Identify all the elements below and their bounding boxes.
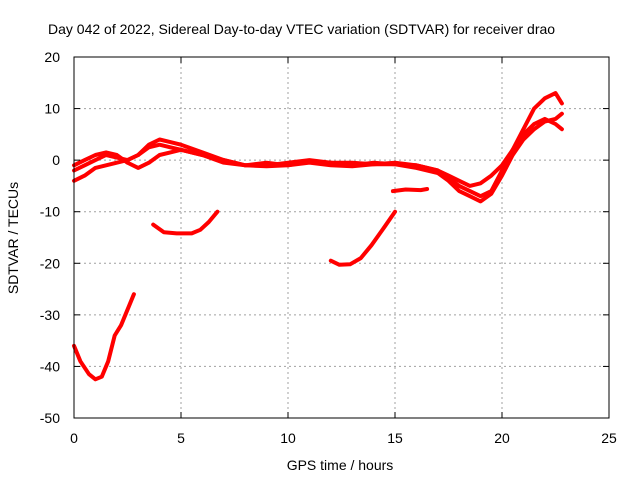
y-tick-label: 20 [44, 49, 60, 65]
y-axis-label: SDTVAR / TECUs [5, 182, 21, 294]
series-line-trace-5 [72, 91, 564, 188]
y-tick-label: 0 [52, 152, 60, 168]
x-tick-label: 25 [601, 430, 617, 446]
x-tick-label: 0 [70, 430, 78, 446]
series-line-trace-2 [151, 209, 220, 236]
x-tick-label: 15 [387, 430, 403, 446]
data-series [72, 91, 564, 382]
x-tick-label: 5 [177, 430, 185, 446]
y-tick-label: -30 [40, 307, 60, 323]
chart-title: Day 042 of 2022, Sidereal Day-to-day VTE… [48, 21, 555, 37]
series-line-trace-3 [328, 209, 397, 267]
axis-ticks: 0 5 10 15 20 25 -50 -40 -30 -20 -10 0 10 20 [40, 49, 617, 446]
y-tick-label: -10 [40, 204, 60, 220]
series-line-trace-4 [390, 187, 430, 194]
plot-frame [73, 56, 610, 419]
series-line-trace-1 [72, 292, 136, 382]
series-line-trace-6 [72, 116, 564, 199]
y-tick-label: -40 [40, 358, 60, 374]
x-tick-label: 10 [280, 430, 296, 446]
y-tick-label: -20 [40, 255, 60, 271]
x-tick-label: 20 [494, 430, 510, 446]
y-tick-label: -50 [40, 410, 60, 426]
y-tick-label: 10 [44, 101, 60, 117]
x-axis-label: GPS time / hours [287, 457, 394, 473]
grid-lines [74, 57, 609, 418]
series-line-trace-7 [72, 111, 564, 204]
